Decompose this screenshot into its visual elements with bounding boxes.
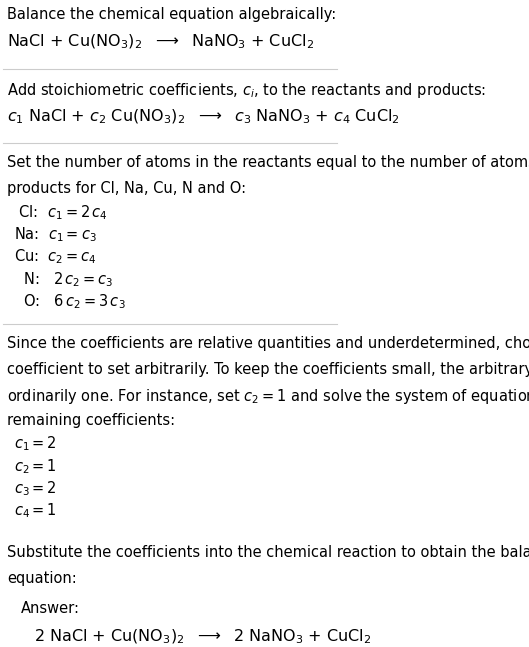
Text: $c_2 = 1$: $c_2 = 1$ [14,457,57,476]
Text: N:   $2\,c_2 = c_3$: N: $2\,c_2 = c_3$ [14,270,113,289]
Text: 2 NaCl + Cu(NO$_3$)$_2$  $\longrightarrow$  2 NaNO$_3$ + CuCl$_2$: 2 NaCl + Cu(NO$_3$)$_2$ $\longrightarrow… [34,628,371,646]
Text: Answer:: Answer: [21,601,79,616]
Text: remaining coefficients:: remaining coefficients: [7,413,175,428]
FancyBboxPatch shape [7,594,225,647]
Text: Substitute the coefficients into the chemical reaction to obtain the balanced: Substitute the coefficients into the che… [7,545,529,560]
Text: Since the coefficients are relative quantities and underdetermined, choose a: Since the coefficients are relative quan… [7,336,529,351]
Text: Cu:  $c_2 = c_4$: Cu: $c_2 = c_4$ [14,248,96,267]
Text: ordinarily one. For instance, set $c_2 = 1$ and solve the system of equations fo: ordinarily one. For instance, set $c_2 =… [7,387,529,406]
Text: $c_3 = 2$: $c_3 = 2$ [14,479,57,498]
Text: $c_1 = 2$: $c_1 = 2$ [14,435,57,454]
Text: Balance the chemical equation algebraically:: Balance the chemical equation algebraica… [7,7,336,23]
Text: $c_4 = 1$: $c_4 = 1$ [14,501,57,520]
Text: products for Cl, Na, Cu, N and O:: products for Cl, Na, Cu, N and O: [7,181,246,196]
Text: Na:  $c_1 = c_3$: Na: $c_1 = c_3$ [14,225,96,244]
Text: Add stoichiometric coefficients, $c_i$, to the reactants and products:: Add stoichiometric coefficients, $c_i$, … [7,82,486,100]
Text: O:   $6\,c_2 = 3\,c_3$: O: $6\,c_2 = 3\,c_3$ [14,292,125,311]
Text: Cl:  $c_1 = 2\,c_4$: Cl: $c_1 = 2\,c_4$ [14,203,107,222]
Text: $c_1$ NaCl + $c_2$ Cu(NO$_3$)$_2$  $\longrightarrow$  $c_3$ NaNO$_3$ + $c_4$ CuC: $c_1$ NaCl + $c_2$ Cu(NO$_3$)$_2$ $\long… [7,107,399,126]
Text: Set the number of atoms in the reactants equal to the number of atoms in the: Set the number of atoms in the reactants… [7,155,529,171]
Text: equation:: equation: [7,571,77,586]
Text: NaCl + Cu(NO$_3$)$_2$  $\longrightarrow$  NaNO$_3$ + CuCl$_2$: NaCl + Cu(NO$_3$)$_2$ $\longrightarrow$ … [7,33,314,52]
Text: coefficient to set arbitrarily. To keep the coefficients small, the arbitrary va: coefficient to set arbitrarily. To keep … [7,362,529,377]
